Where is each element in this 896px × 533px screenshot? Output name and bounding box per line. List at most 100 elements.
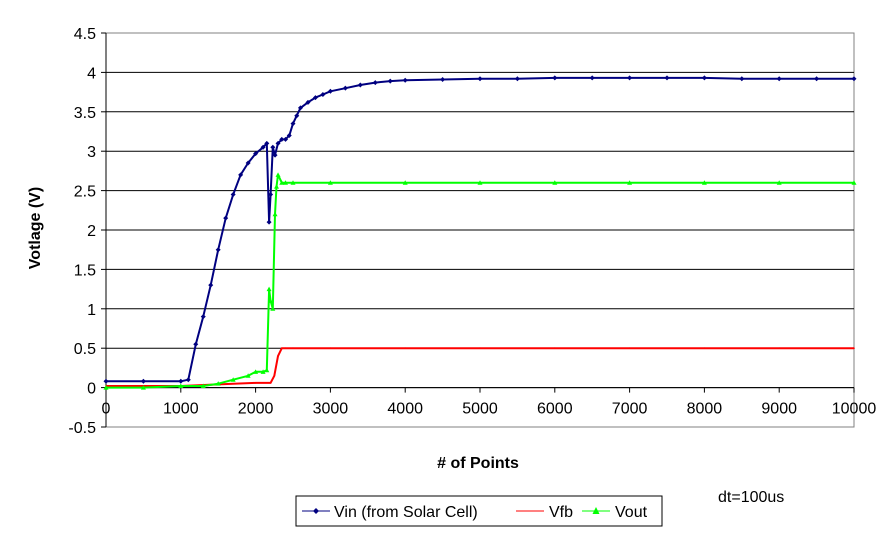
y-tick-label-4: 1.5	[74, 262, 96, 279]
series-2-point-13	[272, 211, 278, 217]
series-line-1	[106, 347, 854, 387]
legend-label-vin: Vin (from Solar Cell)	[334, 504, 478, 521]
series-1-point-8	[284, 347, 287, 350]
series-0-point-31	[357, 82, 363, 88]
series-0-point-19	[275, 140, 281, 146]
legend-marker-vin	[313, 508, 319, 514]
series-2-point-16	[279, 180, 285, 185]
series-1-point-13	[554, 347, 556, 350]
series-0-point-2	[178, 378, 184, 384]
series-2-point-2	[178, 383, 184, 389]
series-0-point-26	[305, 99, 311, 105]
series-layer	[103, 75, 857, 390]
series-2-point-4	[215, 381, 221, 386]
series-0-point-8	[223, 215, 229, 221]
series-2-point-19	[327, 180, 333, 185]
series-0-point-21	[283, 136, 289, 142]
y-tick-label-1: 0	[87, 381, 96, 398]
series-0-point-28	[320, 91, 326, 97]
series-1-point-3	[254, 382, 257, 384]
series-0-point-10	[238, 172, 244, 178]
x-tick-label-5: 5000	[462, 401, 498, 418]
series-0-point-38	[552, 75, 558, 81]
x-tick-label-0: 0	[102, 401, 111, 418]
series-0-point-36	[477, 76, 483, 82]
series-0-point-4	[193, 341, 199, 347]
series-2-point-23	[627, 180, 633, 185]
x-tick-label-6: 6000	[537, 401, 573, 418]
series-1-point-11	[404, 347, 407, 350]
series-0-point-33	[387, 78, 393, 84]
x-tick-label-9: 9000	[761, 401, 797, 418]
y-tick-label-5: 2	[87, 223, 96, 240]
series-0-point-46	[851, 76, 857, 82]
series-0-point-5	[200, 314, 206, 320]
series-0-point-12	[253, 151, 259, 157]
series-2-point-24	[701, 180, 707, 185]
series-0-point-40	[627, 75, 633, 81]
series-2-point-18	[290, 180, 296, 185]
series-0-point-13	[260, 144, 266, 150]
series-0-point-9	[230, 192, 236, 198]
series-1-point-6	[277, 355, 279, 357]
series-2-point-22	[552, 180, 558, 185]
series-0-point-45	[814, 76, 820, 82]
series-2-point-9	[264, 367, 270, 373]
legend: Vin (from Solar Cell) Vfb Vout	[295, 495, 663, 527]
series-1-point-9	[292, 347, 294, 350]
series-0-point-35	[440, 76, 446, 82]
series-1-point-12	[479, 347, 481, 350]
series-1-point-7	[280, 347, 283, 350]
series-1-point-4	[269, 382, 272, 384]
series-0	[103, 75, 857, 384]
series-1-point-15	[703, 347, 706, 350]
y-tick-label-7: 3	[87, 144, 96, 161]
series-0-point-37	[514, 76, 520, 82]
x-tick-label-2: 2000	[238, 401, 274, 418]
series-0-point-41	[664, 75, 670, 81]
series-2-point-10	[266, 286, 272, 292]
x-tick-labels: 0 1000 2000 3000 4000 5000 6000 7000 8000 9000 100…	[102, 401, 877, 418]
y-tick-label-8: 3.5	[74, 105, 96, 122]
series-0-point-43	[739, 76, 745, 82]
series-1-point-17	[853, 347, 855, 350]
series-1-point-10	[329, 347, 332, 350]
series-0-point-14	[264, 140, 270, 146]
series-0-point-29	[327, 88, 333, 94]
series-0-point-6	[208, 282, 214, 288]
series-1-point-16	[778, 347, 780, 350]
series-2-point-3	[200, 383, 206, 389]
series-0-point-1	[140, 378, 146, 384]
legend-label-vout: Vout	[615, 504, 648, 521]
series-1-point-5	[273, 374, 276, 377]
y-tick-label-0: -0.5	[68, 420, 96, 437]
y-tick-labels: -0.5 0 0.5 1 1.5 2 2.5 3 3.5 4 4.5	[68, 26, 96, 437]
x-tick-label-10: 10000	[832, 401, 877, 418]
y-tick-label-10: 4.5	[74, 26, 96, 43]
series-2-point-12	[270, 306, 276, 311]
series-0-point-23	[290, 121, 296, 127]
series-0-point-24	[294, 113, 300, 119]
series-2-point-0	[103, 385, 109, 390]
series-0-point-17	[270, 144, 276, 150]
series-0-point-34	[402, 77, 408, 83]
series-0-point-16	[268, 192, 274, 198]
series-0-point-18	[272, 152, 278, 158]
gridlines	[101, 32, 855, 428]
series-0-point-11	[245, 160, 251, 166]
series-2-point-1	[140, 385, 146, 390]
x-axis-title: # of Points	[437, 455, 519, 472]
series-0-point-7	[215, 247, 221, 253]
series-2-point-20	[402, 180, 408, 185]
y-tick-label-6: 2.5	[74, 184, 96, 201]
series-2-point-8	[260, 369, 266, 374]
x-tick-label-1: 1000	[163, 401, 199, 418]
y-tick-label-2: 0.5	[74, 341, 96, 358]
series-0-point-25	[297, 105, 303, 111]
y-axis-title: Votlage (V)	[27, 187, 44, 269]
series-2-point-25	[776, 180, 782, 185]
y-tick-label-3: 1	[87, 302, 96, 319]
series-2-point-15	[275, 172, 281, 177]
legend-label-vfb: Vfb	[549, 504, 573, 521]
